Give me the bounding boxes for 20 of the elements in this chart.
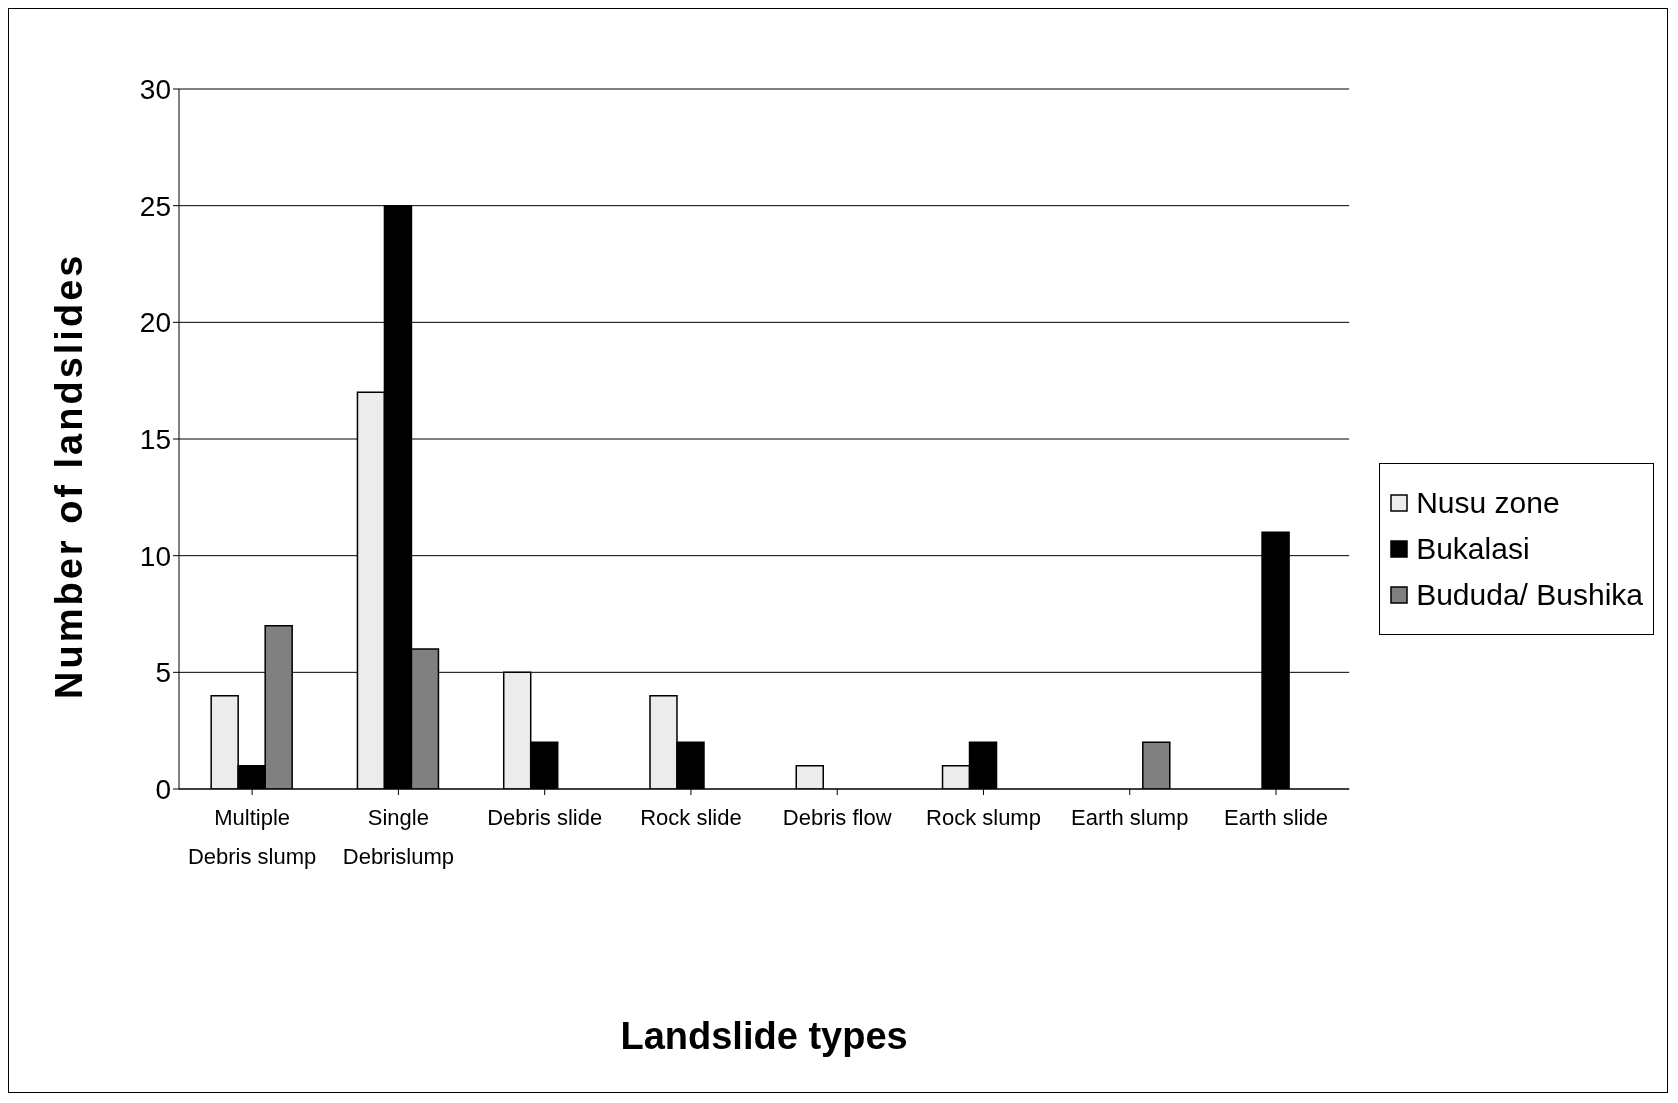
x-tick-label: Rock slide <box>640 805 742 830</box>
legend-label: Bududa/ Bushika <box>1416 578 1643 612</box>
legend-label: Bukalasi <box>1416 532 1530 566</box>
y-tick-label: 15 <box>139 423 171 455</box>
y-axis-title: Number of landslides <box>48 252 91 699</box>
x-axis-title: Landslide types <box>620 1015 908 1057</box>
x-tick-label: Earth slide <box>1224 805 1328 830</box>
legend-label: Nusu zone <box>1416 486 1560 520</box>
x-tick-label: Earth slump <box>1071 805 1189 830</box>
x-tick-label: Multiple Debris slump <box>187 805 317 869</box>
x-tick-label: Single Debrislump <box>342 805 455 869</box>
y-tick-label: 25 <box>139 190 171 222</box>
y-tick-label: 30 <box>139 73 171 105</box>
x-tick-label: Debris flow <box>782 805 892 830</box>
x-tick-label: Rock slump <box>926 805 1041 830</box>
y-tick-label: 5 <box>155 657 171 689</box>
y-tick-label: 20 <box>139 307 171 339</box>
x-tick-label: Debris slide <box>487 805 603 830</box>
y-tick-label: 0 <box>155 773 171 805</box>
y-tick-label: 10 <box>139 540 171 572</box>
